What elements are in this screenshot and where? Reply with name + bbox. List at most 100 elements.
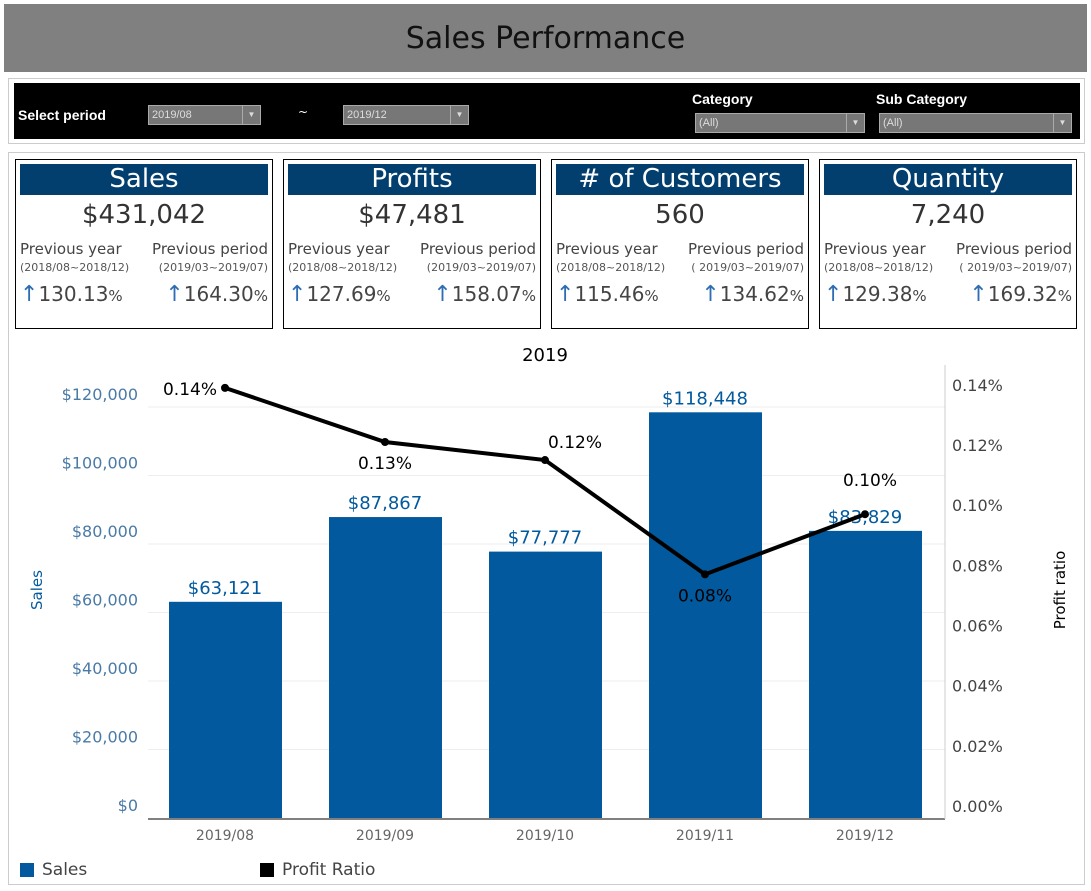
chevron-down-icon: ▼ (450, 106, 468, 124)
x-tick-label: 2019/09 (356, 828, 414, 844)
y2-axis-label: Profit ratio (1051, 551, 1069, 629)
line-label: 0.13% (358, 454, 412, 474)
subcategory-select[interactable]: (All) ▼ (879, 113, 1072, 133)
y2-tick-label: 0.12% (952, 436, 1003, 455)
category-select[interactable]: (All) ▼ (695, 113, 865, 133)
bar-label: $118,448 (662, 388, 748, 409)
legend-label: Profit Ratio (282, 860, 376, 880)
arrow-up-icon: ↑ (556, 282, 575, 307)
y-tick-label: $120,000 (62, 385, 138, 404)
subcategory-value: (All) (883, 117, 903, 129)
arrow-up-icon: ↑ (20, 282, 39, 307)
pct-symbol: % (521, 287, 536, 305)
category-label: Category (692, 91, 753, 107)
bar-sales (169, 601, 282, 818)
x-tick-label: 2019/12 (836, 828, 894, 844)
x-tick-label: 2019/08 (196, 828, 254, 844)
prev-period-pct: 169.32 (987, 282, 1058, 306)
legend-item-profit-ratio[interactable]: Profit Ratio (260, 860, 375, 880)
period-label: Select period (18, 107, 106, 123)
prev-period-range: (2019/03~2019/07) (426, 261, 536, 274)
pct-symbol: % (644, 287, 659, 305)
bar-sales (809, 530, 922, 818)
prev-year-range: (2018/08~2018/12) (20, 261, 130, 274)
prev-period-pct: 134.62 (719, 282, 790, 306)
line-point (861, 510, 869, 519)
prev-year: Previous year (2018/08~2018/12) ↑115.46% (556, 240, 665, 307)
period-to-select[interactable]: 2019/12 ▼ (343, 105, 469, 125)
pct-symbol: % (789, 287, 804, 305)
pct-symbol: % (253, 287, 268, 305)
category-value: (All) (699, 117, 719, 129)
prev-period: Previous period ( 2019/03~2019/07) ↑134.62… (688, 240, 804, 307)
arrow-up-icon: ↑ (701, 282, 720, 307)
bar-label: $63,121 (188, 578, 262, 599)
period-from-select[interactable]: 2019/08 ▼ (148, 105, 261, 125)
kpi-card: Sales $431,042 Previous year (2018/08~201… (15, 159, 273, 329)
pct-symbol: % (912, 287, 927, 305)
bar-sales (329, 517, 442, 818)
y2-tick-label: 0.06% (952, 617, 1003, 636)
legend-item-sales[interactable]: Sales (20, 860, 87, 880)
period-separator: ~ (298, 105, 309, 119)
prev-period-range: ( 2019/03~2019/07) (691, 261, 804, 274)
main-panel (8, 152, 1085, 885)
prev-period: Previous period (2019/03~2019/07) ↑158.07% (420, 240, 536, 307)
pct-symbol: % (1057, 287, 1072, 305)
kpi-title: Sales (20, 164, 268, 195)
arrow-up-icon: ↑ (165, 282, 184, 307)
prev-period-label: Previous period (688, 240, 804, 258)
subcategory-label: Sub Category (876, 91, 968, 107)
y-tick-label: $0 (118, 796, 138, 815)
prev-year-label: Previous year (288, 240, 390, 258)
prev-period-range: (2019/03~2019/07) (158, 261, 268, 274)
prev-year-label: Previous year (824, 240, 926, 258)
filter-bar: Select period 2019/08 ▼ ~ 2019/12 ▼ Catego… (8, 78, 1085, 144)
chevron-down-icon: ▼ (242, 106, 260, 124)
x-tick-label: 2019/11 (676, 828, 734, 844)
kpi-card: # of Customers 560 Previous year (2018/08… (551, 159, 809, 329)
bar-label: $77,777 (508, 528, 582, 549)
chart-title: 2019 (522, 345, 568, 366)
bar-label: $87,867 (348, 493, 422, 514)
line-label: 0.08% (678, 586, 732, 606)
prev-year-label: Previous year (20, 240, 122, 258)
bar-sales (649, 412, 762, 818)
period-to-value: 2019/12 (347, 109, 387, 121)
arrow-up-icon: ↑ (969, 282, 988, 307)
pct-symbol: % (376, 287, 391, 305)
chevron-down-icon: ▼ (1053, 114, 1071, 132)
y2-tick-label: 0.00% (952, 797, 1003, 816)
legend-swatch (20, 863, 34, 877)
y-tick-label: $20,000 (72, 727, 138, 746)
prev-year-pct: 115.46 (574, 282, 645, 306)
y-tick-label: $40,000 (72, 659, 138, 678)
y2-tick-label: 0.04% (952, 677, 1003, 696)
y2-tick-label: 0.02% (952, 737, 1003, 756)
period-from-value: 2019/08 (152, 109, 192, 121)
kpi-value: 560 (655, 200, 705, 230)
kpi-value: $47,481 (358, 200, 466, 230)
y2-tick-label: 0.14% (952, 376, 1003, 395)
prev-period-range: ( 2019/03~2019/07) (959, 261, 1072, 274)
prev-period-label: Previous period (956, 240, 1072, 258)
line-point (541, 456, 549, 465)
kpi-title: Profits (288, 164, 536, 195)
bar-sales (489, 551, 602, 818)
arrow-up-icon: ↑ (824, 282, 843, 307)
x-tick-label: 2019/10 (516, 828, 574, 844)
kpi-title: # of Customers (556, 164, 804, 195)
prev-year: Previous year (2018/08~2018/12) ↑129.38% (824, 240, 933, 307)
prev-period-pct: 164.30 (183, 282, 254, 306)
line-label: 0.14% (163, 380, 217, 400)
prev-year-pct: 127.69 (306, 282, 377, 306)
y-tick-label: $80,000 (72, 522, 138, 541)
prev-year-range: (2018/08~2018/12) (556, 261, 666, 274)
prev-period-label: Previous period (420, 240, 536, 258)
prev-year-label: Previous year (556, 240, 658, 258)
page-title: Sales Performance (4, 4, 1087, 72)
y-tick-label: $100,000 (62, 453, 138, 472)
line-label: 0.12% (548, 433, 602, 453)
y2-tick-label: 0.08% (952, 556, 1003, 575)
